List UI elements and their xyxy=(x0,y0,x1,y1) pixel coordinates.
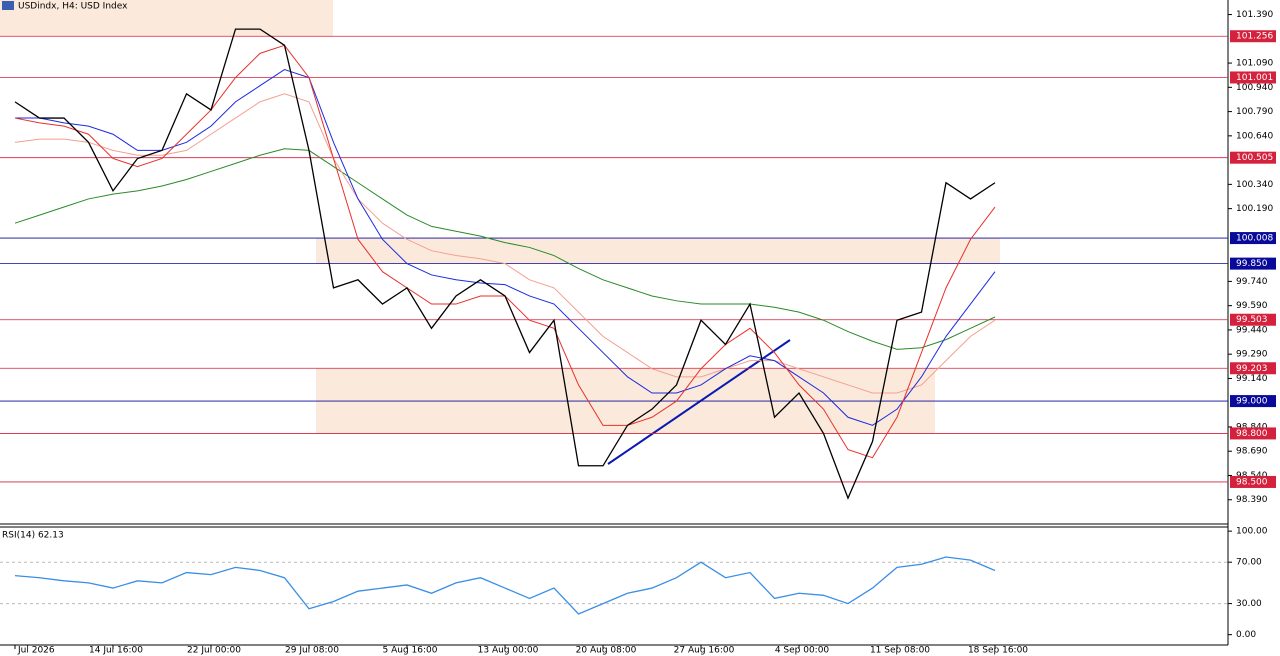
y-tick-label: 98.690 xyxy=(1236,447,1268,457)
x-tick-label: 5 Aug 16:00 xyxy=(383,646,438,656)
x-tick-label: 27 Aug 16:00 xyxy=(674,646,735,656)
y-tick-label: 99.290 xyxy=(1236,350,1268,360)
level-tag xyxy=(1230,257,1276,270)
x-tick-label: 4 Sep 00:00 xyxy=(775,646,830,656)
y-tick-label: 99.740 xyxy=(1236,277,1268,287)
level-tag xyxy=(1230,30,1276,43)
series-line xyxy=(14,148,996,350)
y-tick-label: 0.00 xyxy=(1236,630,1256,640)
series-line xyxy=(14,93,996,394)
level-tag xyxy=(1230,362,1276,375)
x-tick-label: 14 Jul 16:00 xyxy=(89,646,143,656)
zone xyxy=(0,0,333,36)
x-tick-label: 29 Jul 08:00 xyxy=(285,646,339,656)
x-tick-label: 20 Aug 08:00 xyxy=(576,646,637,656)
level-tag xyxy=(1230,395,1276,408)
y-tick-label: 99.590 xyxy=(1236,301,1268,311)
level-tag xyxy=(1230,427,1276,440)
level-label: 98.800 xyxy=(1236,429,1268,439)
x-tick-label: 13 Aug 00:00 xyxy=(478,646,539,656)
y-tick-label: 98.390 xyxy=(1236,495,1268,505)
chart-title: USDindx, H4: USD Index xyxy=(18,2,128,12)
y-tick-label: 100.340 xyxy=(1236,180,1273,190)
y-tick-label: 30.00 xyxy=(1236,599,1262,609)
x-tick-label: 18 Sep 16:00 xyxy=(968,646,1028,656)
level-label: 101.256 xyxy=(1236,32,1273,42)
y-tick-label: 99.440 xyxy=(1236,325,1268,335)
x-tick-label: 22 Jul 00:00 xyxy=(187,646,241,656)
series-line xyxy=(14,556,996,615)
x-tick-label: 11 Sep 08:00 xyxy=(870,646,930,656)
level-tag xyxy=(1230,151,1276,164)
level-label: 99.203 xyxy=(1236,364,1268,374)
y-tick-label: 100.190 xyxy=(1236,204,1273,214)
level-tag xyxy=(1230,313,1276,326)
series-line xyxy=(15,68,996,426)
level-label: 98.500 xyxy=(1236,477,1268,487)
level-label: 99.503 xyxy=(1236,315,1268,325)
x-tick-label: Jul 2026 xyxy=(17,646,55,656)
level-label: 99.850 xyxy=(1236,259,1268,269)
level-label: 100.008 xyxy=(1236,234,1273,244)
zone xyxy=(316,238,1000,264)
level-label: 100.505 xyxy=(1236,153,1273,163)
y-tick-label: 101.390 xyxy=(1236,10,1273,20)
level-tag xyxy=(1230,71,1276,84)
y-tick-label: 70.00 xyxy=(1236,558,1262,568)
level-tag xyxy=(1230,475,1276,488)
y-tick-label: 100.640 xyxy=(1236,131,1273,141)
icon xyxy=(2,1,14,10)
y-tick-label: 99.140 xyxy=(1236,374,1268,384)
y-tick-label: 100.940 xyxy=(1236,83,1273,93)
level-label: 99.000 xyxy=(1236,397,1268,407)
series-line xyxy=(14,28,996,500)
level-label: 101.001 xyxy=(1236,73,1273,83)
y-tick-label: 100.00 xyxy=(1236,527,1268,537)
level-tag xyxy=(1230,232,1276,245)
rsi-title: RSI(14) 62.13 xyxy=(2,531,64,541)
y-tick-label: 101.090 xyxy=(1236,59,1273,69)
y-tick-label: 100.790 xyxy=(1236,107,1273,117)
zone xyxy=(316,368,935,433)
